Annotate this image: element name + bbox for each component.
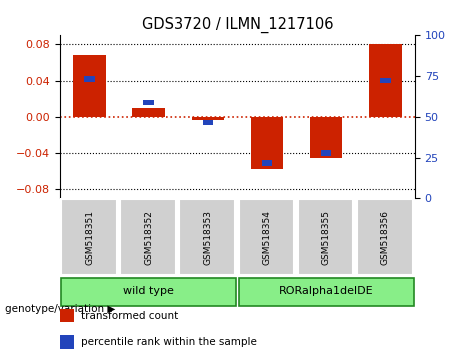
Text: percentile rank within the sample: percentile rank within the sample <box>81 337 257 347</box>
Bar <box>61 278 236 306</box>
Bar <box>61 199 117 275</box>
Bar <box>60 336 74 349</box>
Bar <box>120 199 176 275</box>
Text: RORalpha1delDE: RORalpha1delDE <box>279 286 373 296</box>
Text: GSM518351: GSM518351 <box>85 210 94 265</box>
Bar <box>369 45 402 117</box>
Bar <box>321 150 331 156</box>
Bar <box>357 199 413 275</box>
Bar <box>239 278 414 306</box>
Text: transformed count: transformed count <box>81 311 178 321</box>
Bar <box>310 117 343 159</box>
Bar <box>380 78 390 83</box>
Text: genotype/variation ▶: genotype/variation ▶ <box>5 304 115 314</box>
Bar <box>179 199 235 275</box>
Text: GSM518354: GSM518354 <box>262 210 272 265</box>
Text: GSM518352: GSM518352 <box>144 210 153 265</box>
Bar <box>262 160 272 166</box>
Text: GSM518353: GSM518353 <box>203 210 213 265</box>
Text: GSM518355: GSM518355 <box>322 210 331 265</box>
Bar <box>60 309 74 322</box>
Title: GDS3720 / ILMN_1217106: GDS3720 / ILMN_1217106 <box>142 16 333 33</box>
Bar <box>239 199 294 275</box>
Bar <box>84 76 95 82</box>
Bar <box>143 99 154 105</box>
Text: wild type: wild type <box>123 286 174 296</box>
Bar <box>73 55 106 117</box>
Bar <box>251 117 283 169</box>
Bar <box>202 120 213 125</box>
Bar <box>298 199 354 275</box>
Bar <box>132 108 165 117</box>
Bar <box>192 117 224 120</box>
Text: GSM518356: GSM518356 <box>381 210 390 265</box>
